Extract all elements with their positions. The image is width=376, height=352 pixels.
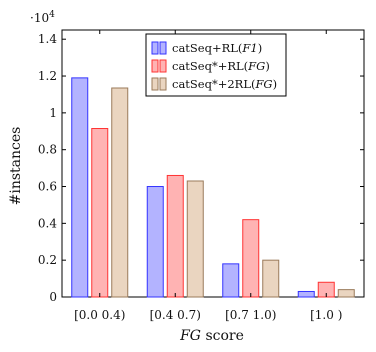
x-tick-label: [0.7 1.0) [225, 308, 276, 322]
x-axis-title: FG score [179, 328, 244, 344]
bar [111, 87, 129, 298]
bar [71, 77, 89, 298]
legend-label: catSeq*+2RL(FG) [172, 77, 277, 91]
bar [242, 219, 260, 298]
legend-swatch [151, 59, 159, 73]
bar [166, 174, 184, 298]
y-tick-label: 0.8 [38, 143, 57, 157]
y-axis-exponent: ·104 [30, 10, 55, 25]
x-tick-label: [0.0 0.4) [74, 308, 125, 322]
bar [262, 259, 280, 298]
legend-label: catSeq+RL(F1) [172, 41, 262, 55]
legend-swatch [159, 59, 167, 73]
x-axis-ticks: [0.0 0.4) [0.4 0.7) [0.7 1.0) [1.0 ) [74, 30, 342, 322]
bars [71, 77, 355, 298]
legend-swatch [151, 77, 159, 91]
legend-swatch [151, 41, 159, 55]
legend-swatch [159, 77, 167, 91]
y-tick-label: 0.4 [38, 216, 57, 230]
y-tick-label: 0.2 [38, 253, 57, 267]
bar [146, 186, 164, 298]
legend-box [145, 33, 287, 97]
y-tick-label: 1 [49, 106, 57, 120]
y-tick-label: 0.6 [38, 180, 57, 194]
bar [222, 263, 240, 298]
plot-frame [61, 29, 365, 298]
legend: catSeq+RL(F1) catSeq*+RL(FG) catSeq*+2RL(F… [145, 33, 287, 97]
y-tick-label: 1.2 [38, 69, 57, 83]
legend-swatch [159, 41, 167, 55]
legend-label: catSeq*+RL(FG) [172, 59, 270, 73]
bar [91, 128, 109, 298]
bar [186, 180, 204, 298]
y-tick-label: 1.4 [38, 32, 57, 46]
y-axis-ticks: 0 0.2 0.4 0.6 0.8 1 1.2 1.4 [38, 32, 364, 304]
x-tick-label: [0.4 0.7) [150, 308, 201, 322]
y-tick-label: 0 [49, 290, 57, 304]
y-axis-title: #instances [8, 127, 24, 206]
bar [297, 290, 315, 298]
plot-area [61, 29, 365, 298]
x-tick-label: [1.0 ) [310, 308, 342, 322]
bar [337, 289, 355, 298]
